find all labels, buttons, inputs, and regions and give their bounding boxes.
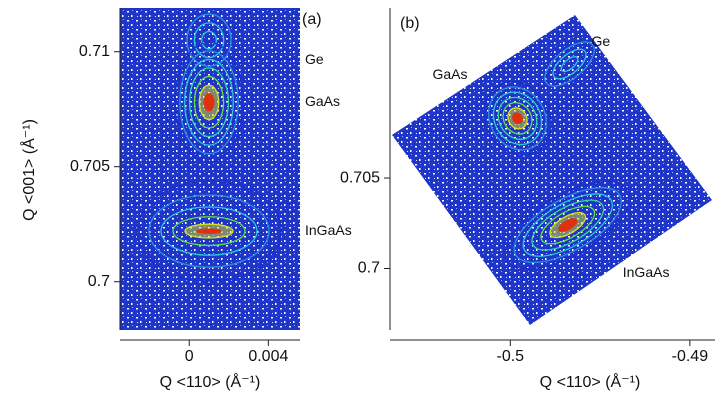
y-tick-label: 0.71 xyxy=(79,43,110,60)
peak xyxy=(186,13,232,67)
panel-label: (a) xyxy=(302,11,322,28)
contour xyxy=(512,112,523,125)
x-axis-label: Q <110> (Å⁻¹) xyxy=(160,372,261,391)
contour xyxy=(186,13,232,67)
contour xyxy=(488,86,547,151)
x-tick-label: 0.004 xyxy=(248,348,288,365)
contour xyxy=(544,41,595,87)
peak xyxy=(483,81,552,156)
x-tick-label: -0.5 xyxy=(497,348,525,365)
peak xyxy=(544,41,595,87)
contour xyxy=(497,96,538,140)
contour xyxy=(560,56,579,73)
contour xyxy=(174,41,244,163)
contour xyxy=(513,187,622,264)
peak xyxy=(504,180,631,270)
peak-label: Ge xyxy=(592,33,611,49)
contour xyxy=(148,194,270,268)
contour xyxy=(558,218,578,232)
peak-label: GaAs xyxy=(305,93,340,109)
peak-label: InGaAs xyxy=(623,264,670,280)
y-tick-label: 0.7 xyxy=(358,260,380,277)
contour xyxy=(201,30,217,50)
y-axis-label: Q <001> (Å⁻¹) xyxy=(19,119,38,221)
contour xyxy=(160,206,258,256)
intensity-region xyxy=(392,15,712,325)
peak-label: GaAs xyxy=(432,66,467,82)
contour xyxy=(492,91,543,146)
peak-label: Ge xyxy=(305,51,324,67)
contour xyxy=(188,67,230,138)
x-tick-label: 0 xyxy=(185,348,194,365)
y-tick-label: 0.705 xyxy=(70,158,110,175)
peak-label: InGaAs xyxy=(305,222,352,238)
contour xyxy=(531,199,605,251)
contour xyxy=(504,180,631,270)
contour xyxy=(196,228,222,234)
peak xyxy=(174,41,244,163)
contour xyxy=(540,205,596,245)
intensity-region xyxy=(120,8,300,330)
contour xyxy=(552,48,587,80)
panel-label: (b) xyxy=(400,15,420,32)
contour xyxy=(179,50,239,155)
x-axis-label: Q <110> (Å⁻¹) xyxy=(540,372,641,391)
contour xyxy=(184,58,234,146)
y-tick-label: 0.7 xyxy=(88,273,110,290)
y-tick-label: 0.705 xyxy=(340,169,380,186)
contour xyxy=(193,22,225,59)
contour xyxy=(172,216,246,247)
contour xyxy=(483,81,552,156)
contour xyxy=(136,180,282,282)
peak xyxy=(136,180,282,282)
contour xyxy=(203,93,215,112)
contour xyxy=(502,102,533,135)
contour xyxy=(522,193,614,257)
contour xyxy=(193,75,225,129)
x-tick-label: -0.49 xyxy=(672,348,709,365)
